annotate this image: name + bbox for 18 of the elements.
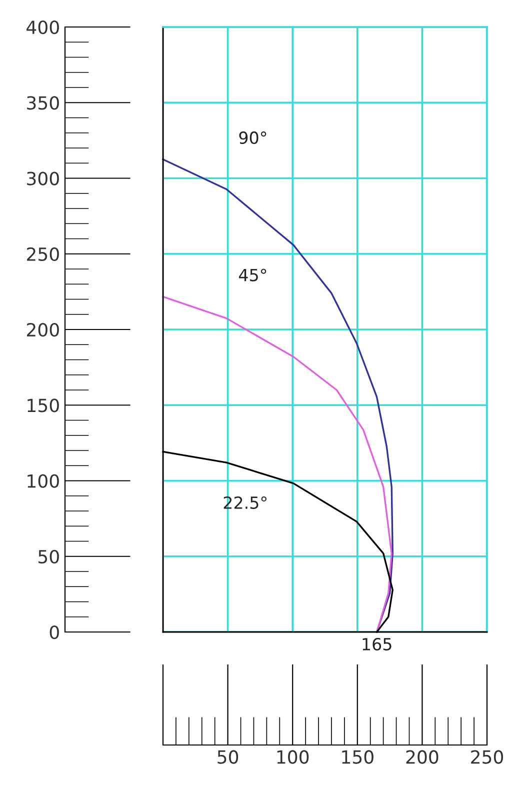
y-tick-label: 0 (50, 625, 59, 640)
x-tick-label: 150 (342, 750, 374, 764)
x-tick-label: 250 (471, 750, 504, 764)
line-series (162, 296, 392, 633)
text: 45° (238, 268, 266, 282)
x-tick-label: 200 (406, 750, 438, 764)
text: 90° (239, 131, 266, 144)
y-tick-label: 200 (27, 322, 59, 337)
x-tick-label: 50 (218, 750, 238, 764)
annotation: 165 (362, 638, 392, 650)
y-tick-label: 50 (38, 550, 59, 564)
y-tick-label: 300 (27, 172, 59, 186)
y-tick-label: 250 (27, 247, 59, 261)
y-tick-label: 400 (26, 20, 59, 34)
y-tick-label: 350 (27, 96, 59, 110)
x-tick-label: 100 (277, 750, 309, 764)
y-tick-label: 100 (28, 474, 59, 488)
y-tick-label: 150 (28, 398, 59, 412)
